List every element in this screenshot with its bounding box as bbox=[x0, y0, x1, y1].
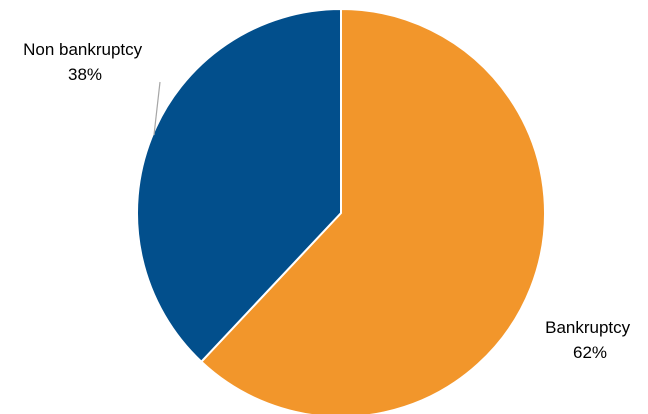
slice-label-bankruptcy-name: Bankruptcy bbox=[545, 318, 631, 337]
slice-label-non-bankruptcy: Non bankruptcy 38% bbox=[23, 40, 147, 84]
leader-line-non-bankruptcy bbox=[153, 81, 161, 136]
slice-label-non-bankruptcy-name: Non bankruptcy bbox=[23, 40, 143, 59]
slice-label-non-bankruptcy-value: 38% bbox=[68, 65, 102, 84]
pie-slices bbox=[135, 8, 546, 414]
slice-label-bankruptcy: Bankruptcy 62% bbox=[545, 318, 635, 362]
slice-label-bankruptcy-value: 62% bbox=[573, 343, 607, 362]
pie-slice-non-bankruptcy bbox=[135, 8, 342, 363]
